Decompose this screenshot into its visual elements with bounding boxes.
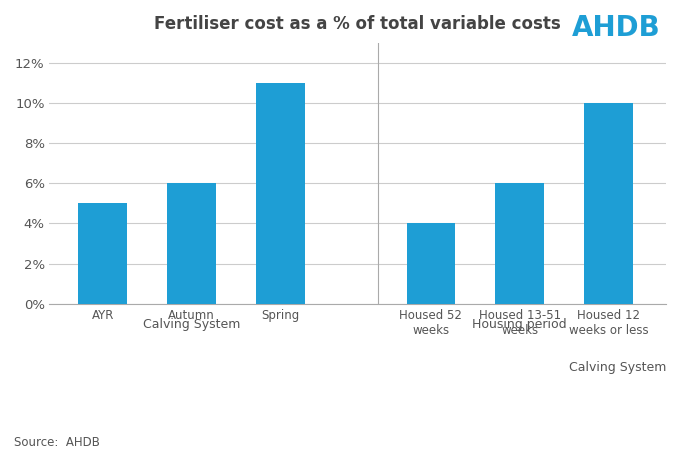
Text: Calving System: Calving System xyxy=(143,318,240,331)
Text: Housing period: Housing period xyxy=(473,318,567,331)
Text: Calving System: Calving System xyxy=(569,361,666,374)
Text: AHDB: AHDB xyxy=(572,14,661,42)
Text: Source:  AHDB: Source: AHDB xyxy=(14,436,99,449)
Bar xyxy=(78,203,127,304)
Bar xyxy=(495,183,544,304)
Bar xyxy=(407,223,456,304)
Bar xyxy=(167,183,216,304)
Bar xyxy=(256,83,304,304)
Title: Fertiliser cost as a % of total variable costs: Fertiliser cost as a % of total variable… xyxy=(155,15,561,33)
Bar xyxy=(584,103,633,304)
